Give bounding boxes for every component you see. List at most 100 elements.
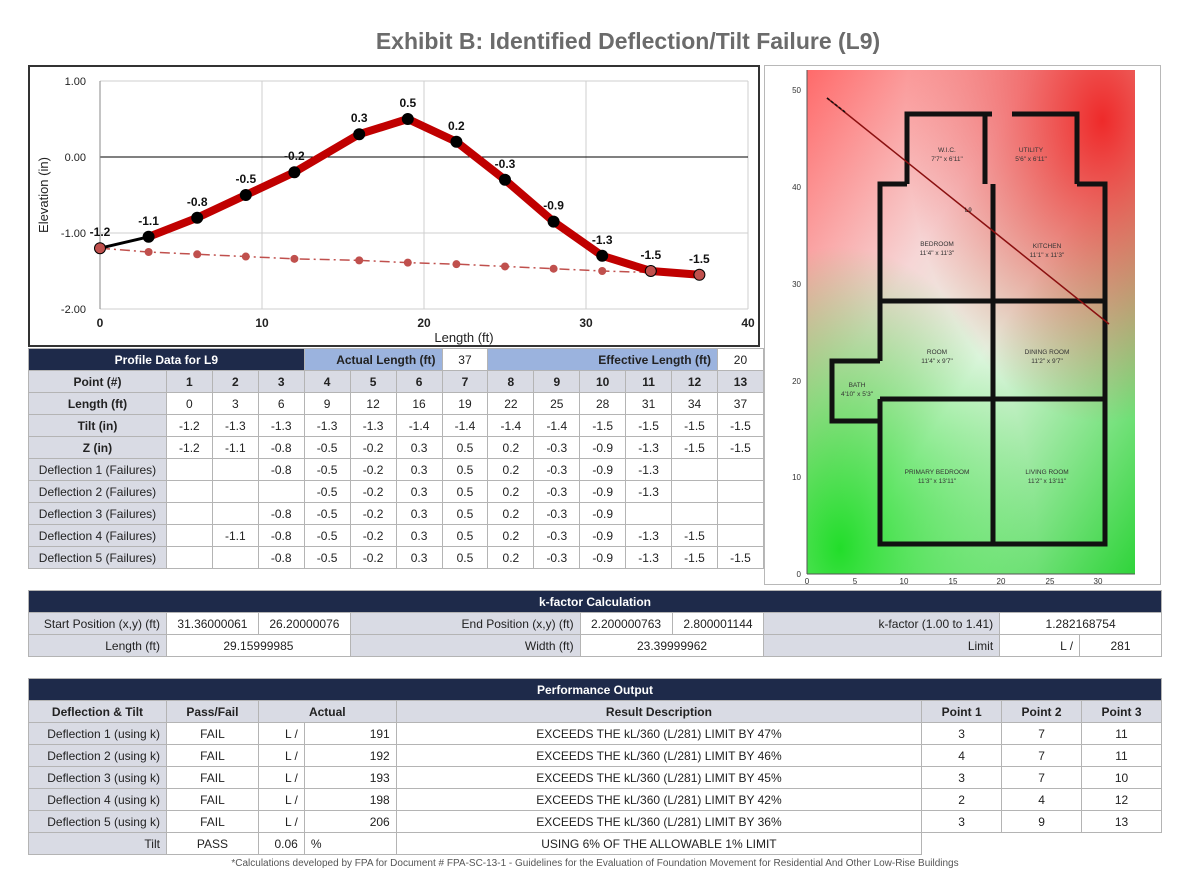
actual-value: 198: [303, 788, 397, 811]
profile-cell: -1.4: [487, 414, 535, 437]
profile-cell: [211, 502, 259, 525]
profile-cell: -1.3: [625, 436, 673, 459]
profile-cell: [716, 524, 765, 547]
performance-header: Point 3: [1081, 700, 1162, 723]
profile-cell: [165, 524, 213, 547]
failure-series-line: [147, 115, 700, 279]
z-point: [191, 211, 204, 224]
room-dimensions: 7'7" x 6'11": [931, 156, 963, 163]
profile-cell: 3: [257, 370, 305, 393]
point-1: 4: [921, 744, 1003, 767]
profile-cell: -1.5: [716, 414, 765, 437]
point-2: 9: [1001, 810, 1082, 833]
profile-cell: 0.3: [395, 480, 443, 503]
profile-cell: 0.5: [441, 502, 489, 525]
tilt-status: PASS: [165, 832, 259, 855]
data-label: -1.3: [592, 233, 613, 247]
profile-cell: -0.8: [257, 458, 305, 481]
profile-cell: 8: [487, 370, 535, 393]
heatmap-cool-region: [807, 70, 1135, 574]
y-tick-label: -2.00: [61, 304, 86, 316]
profile-row-label: Deflection 1 (Failures): [28, 458, 167, 481]
map-y-tick: 40: [792, 183, 801, 192]
pass-fail-status: FAIL: [165, 788, 259, 811]
room-name: KITCHEN: [1033, 243, 1062, 250]
profile-cell: 22: [487, 392, 535, 415]
profile-cell: [716, 480, 765, 503]
deflection-name: Deflection 3 (using k): [28, 766, 167, 789]
limit-prefix: L /: [999, 634, 1081, 657]
z-point: [499, 173, 511, 186]
tilt-actual: 0.06: [257, 832, 305, 855]
k-factor-label: k-factor (1.00 to 1.41): [763, 612, 1001, 635]
profile-row: Deflection 4 (Failures) -1.1 -0.8 -0.5 -0.2 0…: [28, 524, 765, 547]
length-value: 29.15999985: [165, 634, 351, 657]
profile-cell: 11: [625, 370, 673, 393]
elevation-profile-chart: 0 10 20 30 40 1.00 0.00 -1.00 -2.00 Length (ft) El…: [28, 65, 760, 347]
profile-row: Deflection 1 (Failures) -0.8 -0.5 -0.2 0.3 0.…: [28, 458, 765, 481]
profile-cell: [165, 546, 213, 569]
point-1: 3: [921, 722, 1003, 745]
actual-value: 192: [303, 744, 397, 767]
profile-cell: [211, 458, 259, 481]
result-description: EXCEEDS THE kL/360 (L/281) LIMIT BY 42%: [395, 788, 923, 811]
profile-cell: -1.1: [211, 436, 259, 459]
chart-svg: 0 10 20 30 40 1.00 0.00 -1.00 -2.00 Length (ft) El…: [36, 76, 755, 345]
room-dimensions: 11'1" x 11'3": [1030, 252, 1065, 259]
result-description: EXCEEDS THE kL/360 (L/281) LIMIT BY 36%: [395, 810, 923, 833]
empty-cell: [922, 833, 1162, 855]
profile-row-label: Deflection 4 (Failures): [28, 524, 167, 547]
data-label: 0.2: [448, 119, 465, 133]
k-factor-value: 1.282168754: [999, 612, 1162, 635]
point-3: 12: [1081, 788, 1162, 811]
map-x-tick-labels: 0 5 10 15 20 25 30: [805, 577, 1103, 586]
profile-row: Tilt (in) -1.2 -1.3 -1.3 -1.3 -1.3 -1.4 -1.4 -1.…: [28, 414, 765, 437]
map-x-tick: 0: [805, 577, 810, 586]
room-labels: W.I.C. 7'7" x 6'11" UTILITY 5'6" x 6'11" BED…: [841, 147, 1069, 485]
deflection-name: Deflection 2 (using k): [28, 744, 167, 767]
profile-cell: 9: [303, 392, 351, 415]
floorplan-svg: 50 40 30 20 10 0 0 5 10 15 20 25 30 W.I.C. 7'7" x 6'…: [792, 70, 1135, 586]
data-label: -1.1: [138, 214, 159, 228]
point-3: 10: [1081, 766, 1162, 789]
profile-cell: 31: [625, 392, 673, 415]
profile-cell: -1.4: [395, 414, 443, 437]
profile-cell: -0.2: [349, 480, 397, 503]
kfactor-title: k-factor Calculation: [28, 590, 1162, 613]
profile-cell: -0.2: [349, 502, 397, 525]
tilt-point: [144, 248, 153, 256]
profile-cell: 37: [716, 392, 765, 415]
deflection-name: Deflection 4 (using k): [28, 788, 167, 811]
z-point: [596, 249, 609, 262]
profile-row-label: Deflection 5 (Failures): [28, 546, 167, 569]
y-axis-label: Elevation (in): [36, 157, 51, 233]
tilt-point: [598, 267, 607, 275]
profile-cell: -0.8: [257, 546, 305, 569]
profile-cell: -0.5: [303, 458, 351, 481]
profile-cell: 0.3: [395, 546, 443, 569]
pass-fail-status: FAIL: [165, 810, 259, 833]
room-name: DINING ROOM: [1025, 349, 1070, 356]
profile-cell: -0.3: [533, 458, 581, 481]
profile-cell: 0.2: [487, 546, 535, 569]
room-name: PRIMARY BEDROOM: [905, 469, 970, 476]
profile-cell: 0.3: [395, 458, 443, 481]
profile-cell: -1.5: [671, 524, 718, 547]
profile-row-label: Deflection 2 (Failures): [28, 480, 167, 503]
profile-cell: -1.3: [303, 414, 351, 437]
tilt-point: [241, 252, 250, 261]
profile-cell: [671, 480, 718, 503]
profile-data-table: Profile Data for L9 Actual Length (ft) 3…: [28, 348, 765, 569]
profile-cell: -0.9: [579, 502, 627, 525]
profile-cell: 0.5: [441, 546, 489, 569]
performance-header: Result Description: [395, 700, 923, 723]
x-axis-label: Length (ft): [434, 330, 493, 345]
actual-prefix: L /: [257, 788, 305, 811]
tilt-point: [501, 262, 509, 271]
profile-cell: -0.5: [303, 502, 351, 525]
profile-row: Z (in) -1.2 -1.1 -0.8 -0.5 -0.2 0.3 0.5 0.2 -0.3-…: [28, 436, 765, 459]
room-dimensions: 4'10" x 5'3": [841, 391, 874, 398]
profile-row: Length (ft) 0 3 6 9 12 16 19 22 25 28 31 34 37: [28, 392, 765, 415]
profile-cell: -1.3: [625, 458, 673, 481]
point-2: 7: [1001, 766, 1082, 789]
